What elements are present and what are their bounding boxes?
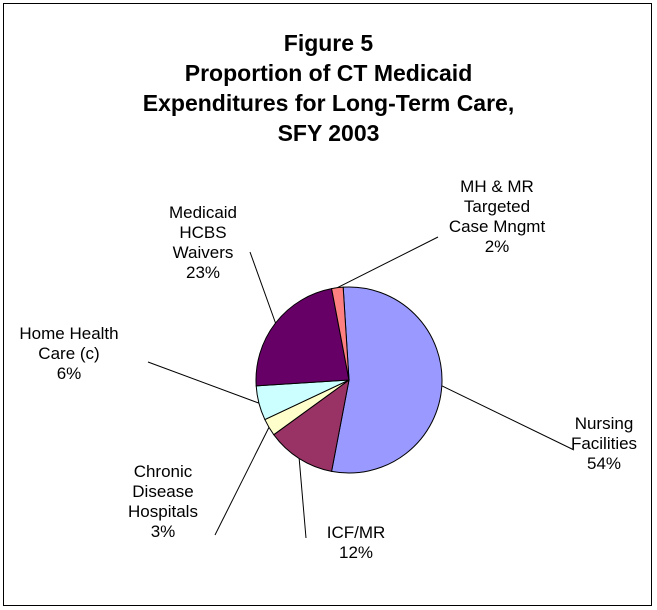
leader-line-mhmr (337, 236, 439, 289)
chart-title-line-1: Figure 5 (283, 30, 374, 56)
slice-label-line-chronic: Hospitals (128, 502, 198, 521)
slice-pct-icfmr: 12% (339, 543, 373, 562)
slice-label-line-chronic: Disease (132, 482, 193, 501)
slice-label-line-hcbs: Waivers (173, 243, 234, 262)
slice-pct-hcbs: 23% (186, 263, 220, 282)
slice-label-line-mhmr: Case Mngmt (449, 217, 546, 236)
leader-line-icfmr (298, 458, 307, 539)
slice-label-line-mhmr: Targeted (464, 197, 530, 216)
pie-slice-mhmr (330, 286, 350, 381)
slice-pct-nursing: 54% (587, 454, 621, 473)
slice-label-line-homehealth: Care (c) (38, 344, 99, 363)
chart-title-line-4: SFY 2003 (277, 120, 380, 146)
pie-slice-hcbs (255, 288, 350, 387)
slice-label-line-hcbs: Medicaid (169, 203, 237, 222)
leader-line-nursing (441, 385, 575, 451)
chart-title: Figure 5 Proportion of CT Medicaid Expen… (0, 28, 657, 148)
slice-pct-chronic: 3% (151, 522, 176, 541)
slice-label-line-homehealth: Home Health (19, 324, 118, 343)
slice-label-hcbs: Medicaid HCBS Waivers 23% (169, 203, 237, 282)
slice-label-chronic: Chronic Disease Hospitals 3% (128, 462, 198, 541)
slice-label-line-mhmr: MH & MR (460, 177, 534, 196)
slice-label-homehealth: Home Health Care (c) 6% (19, 324, 118, 383)
slice-label-line-chronic: Chronic (134, 462, 193, 481)
slice-label-line-icfmr: ICF/MR (327, 523, 386, 542)
slice-label-mhmr: MH & MR Targeted Case Mngmt 2% (449, 177, 546, 256)
slice-label-line-nursing: Facilities (571, 434, 637, 453)
slice-label-line-nursing: Nursing (575, 414, 634, 433)
slice-label-line-hcbs: HCBS (179, 223, 226, 242)
leader-line-hcbs (249, 251, 276, 324)
leader-line-homehealth (147, 361, 260, 404)
slice-pct-homehealth: 6% (57, 364, 82, 383)
slice-pct-mhmr: 2% (485, 237, 510, 256)
slice-label-nursing: Nursing Facilities 54% (571, 414, 637, 473)
chart-title-line-3: Expenditures for Long-Term Care, (142, 90, 515, 116)
chart-title-line-2: Proportion of CT Medicaid (184, 60, 473, 86)
slice-label-icfmr: ICF/MR 12% (327, 523, 386, 562)
pie-slice-icfmr (273, 378, 350, 472)
leader-line-chronic (214, 427, 270, 536)
